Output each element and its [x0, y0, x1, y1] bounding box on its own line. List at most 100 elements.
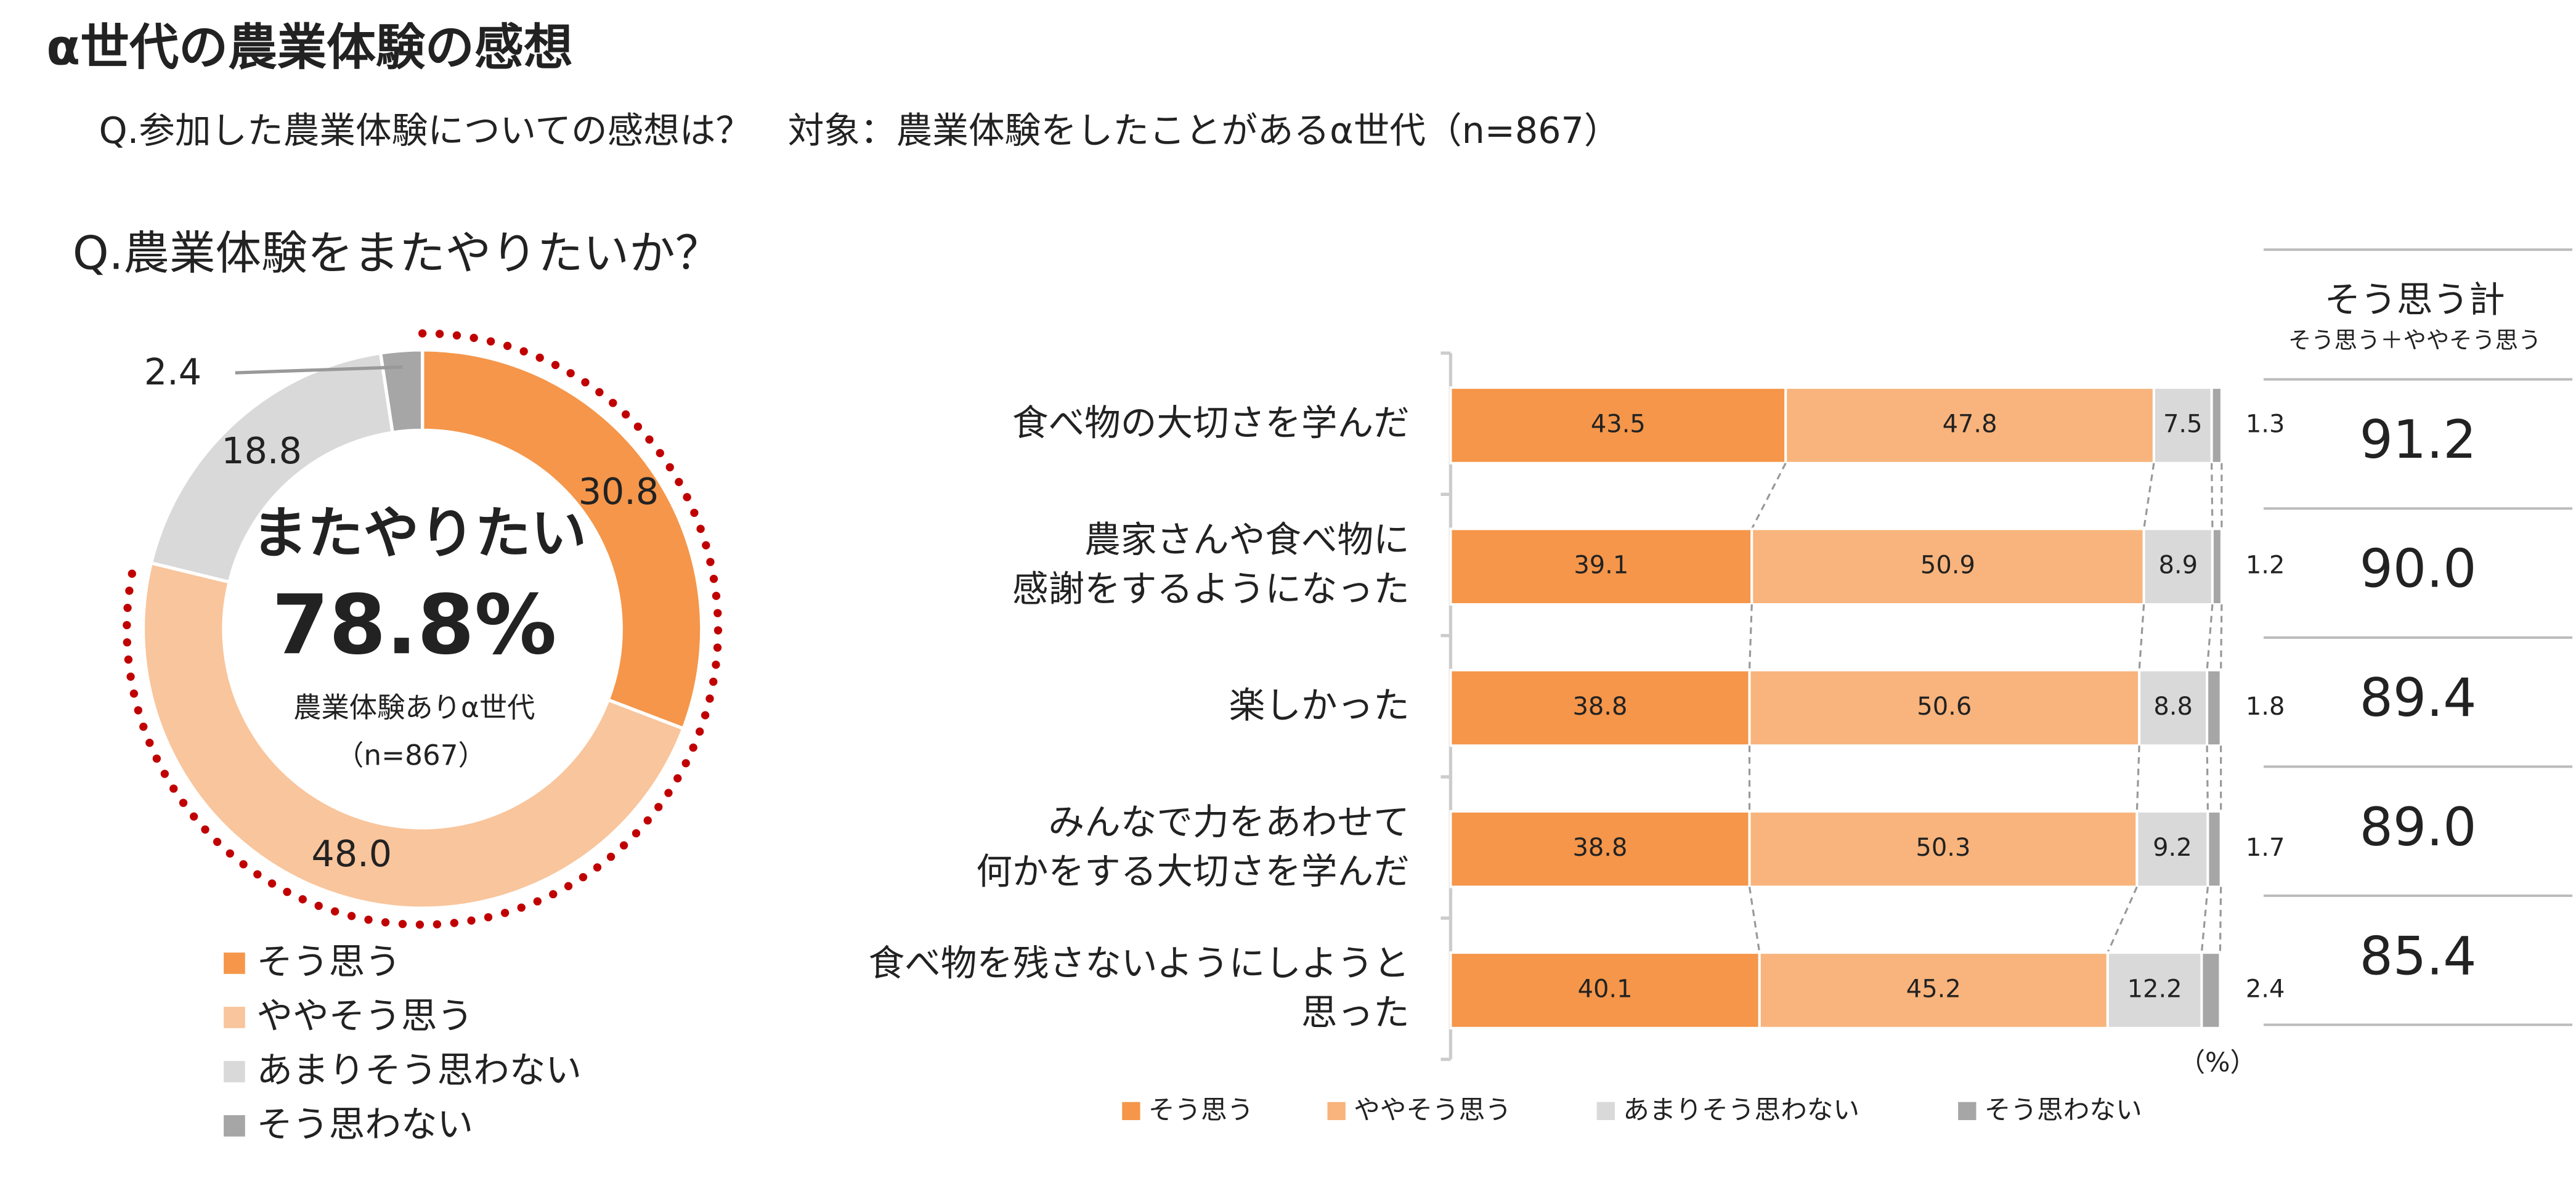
page-title: α世代の農業体験の感想	[46, 19, 573, 76]
slice-label: 48.0	[312, 833, 392, 875]
bar-segment	[1748, 810, 2139, 888]
slice-label: 2.4	[144, 351, 201, 393]
value-label: 47.8	[1943, 410, 1997, 438]
value-label: 50.9	[1920, 551, 1975, 580]
highlight-arc	[123, 329, 723, 929]
legend-swatch	[224, 1115, 245, 1137]
value-label: 8.9	[2158, 551, 2198, 580]
legend-label: ややそう思う	[256, 995, 473, 1037]
legend-swatch	[1596, 1102, 1615, 1121]
legend-label: そう思う	[256, 941, 400, 983]
bar-segment	[2206, 668, 2222, 747]
connector	[2107, 886, 2138, 953]
category-label: 楽しかった	[1229, 684, 1410, 726]
center-note: 農業体験ありα世代	[293, 691, 535, 724]
legend-label: そう思う	[1148, 1095, 1254, 1126]
bar-segment	[2210, 386, 2223, 465]
bar-segment	[2106, 951, 2203, 1030]
total-value: 89.4	[2360, 668, 2477, 729]
total-value: 85.4	[2360, 926, 2477, 987]
legend-swatch	[1958, 1102, 1977, 1121]
connector	[2220, 604, 2223, 670]
bar-segment	[1750, 527, 2145, 606]
bar-segment	[2152, 386, 2213, 465]
value-label: 1.2	[2246, 551, 2285, 580]
leader-line	[235, 365, 403, 375]
legend-label: そう思わない	[1985, 1095, 2142, 1126]
value-label: 8.8	[2153, 692, 2193, 721]
category-label: 食べ物の大切さを学んだ	[1012, 402, 1410, 444]
legend-swatch	[1327, 1102, 1346, 1121]
value-label: 40.1	[1578, 975, 1633, 1003]
totals-subheader: そう思う＋ややそう思う	[2288, 327, 2541, 354]
connector	[2206, 745, 2209, 811]
bar-segment	[1784, 386, 2155, 465]
value-label: 38.8	[1572, 692, 1627, 721]
bar-segment	[1449, 951, 1761, 1030]
bar-segment	[1748, 668, 2141, 747]
legend-swatch	[224, 1007, 245, 1028]
connector	[1748, 604, 1753, 670]
legend-swatch	[1122, 1102, 1140, 1121]
donut-slice	[378, 348, 425, 435]
connector	[2138, 604, 2145, 670]
category-label: 感謝をするようになった	[1012, 568, 1410, 610]
bar-segment	[1758, 951, 2109, 1030]
legend-label: ややそう思う	[1354, 1095, 1511, 1126]
bar-segment	[1449, 386, 1787, 465]
bar-segment	[2135, 810, 2209, 888]
donut-slice	[141, 561, 686, 910]
legend-label: あまりそう思わない	[1623, 1095, 1859, 1126]
unit-label: （%）	[2179, 1047, 2256, 1078]
donut-title: Q.農業体験をまたやりたいか？	[73, 226, 721, 280]
connector	[1750, 463, 1787, 530]
total-value: 91.2	[2360, 410, 2477, 471]
bar-segment	[1449, 527, 1753, 606]
value-label: 1.8	[2246, 692, 2285, 721]
value-label: 7.5	[2163, 410, 2203, 438]
legend-swatch	[224, 1061, 245, 1082]
bar-segment	[2211, 527, 2223, 606]
category-label: 食べ物を残さないようにしようと	[869, 943, 1410, 985]
donut-slice	[149, 351, 395, 584]
bar-segment	[2138, 668, 2209, 747]
bar-segment	[2142, 527, 2214, 606]
bar-segment	[2200, 951, 2222, 1030]
center-label: またやりたい	[251, 502, 587, 566]
value-label: 50.6	[1917, 692, 1972, 721]
value-label: 2.4	[2246, 975, 2285, 1003]
category-label: みんなで力をあわせて	[1049, 801, 1410, 843]
center-n: （n=867）	[336, 739, 486, 771]
legend-label: そう思わない	[256, 1103, 473, 1145]
bar-segment	[2206, 810, 2222, 888]
category-label: 思った	[1301, 992, 1410, 1034]
value-label: 50.3	[1916, 834, 1970, 862]
value-label: 45.2	[1906, 975, 1961, 1003]
category-label: 何かをする大切さを学んだ	[976, 850, 1409, 892]
slice-label: 18.8	[221, 430, 302, 472]
bar-segment	[1449, 810, 1751, 888]
legend-swatch	[224, 952, 245, 974]
donut-slice	[420, 348, 704, 731]
value-label: 1.7	[2246, 834, 2285, 862]
value-label: 43.5	[1591, 410, 1646, 438]
connector	[2135, 745, 2140, 811]
totals-header: そう思う計	[2325, 279, 2505, 321]
total-value: 89.0	[2360, 797, 2477, 858]
value-label: 39.1	[1574, 551, 1628, 580]
category-label: 農家さんや食べ物に	[1084, 519, 1410, 561]
connector	[1748, 887, 1761, 953]
connector	[2200, 887, 2209, 953]
subtitle: Q.参加した農業体験についての感想は？ 対象：農業体験をしたことがあるα世代（n…	[99, 110, 1620, 152]
connector	[2143, 463, 2155, 529]
connector	[2206, 604, 2214, 670]
slice-label: 30.8	[579, 471, 659, 513]
value-label: 38.8	[1572, 834, 1627, 862]
total-value: 90.0	[2360, 539, 2477, 600]
value-label: 9.2	[2153, 834, 2192, 862]
center-total: 78.8%	[272, 577, 556, 673]
legend-label: あまりそう思わない	[256, 1049, 582, 1091]
value-label: 1.3	[2246, 410, 2285, 438]
value-label: 12.2	[2127, 975, 2182, 1003]
